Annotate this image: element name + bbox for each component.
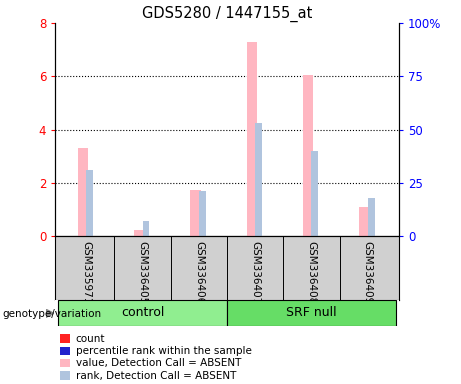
Text: rank, Detection Call = ABSENT: rank, Detection Call = ABSENT bbox=[76, 371, 236, 381]
Bar bbox=[78, 148, 88, 236]
Text: value, Detection Call = ABSENT: value, Detection Call = ABSENT bbox=[76, 358, 241, 368]
Bar bbox=[247, 42, 257, 236]
Text: percentile rank within the sample: percentile rank within the sample bbox=[76, 346, 252, 356]
Bar bbox=[58, 300, 227, 326]
Bar bbox=[368, 198, 374, 236]
Polygon shape bbox=[46, 309, 54, 318]
Title: GDS5280 / 1447155_at: GDS5280 / 1447155_at bbox=[142, 5, 312, 22]
Bar bbox=[86, 170, 93, 236]
Bar bbox=[312, 151, 318, 236]
Bar bbox=[227, 300, 396, 326]
Bar bbox=[142, 222, 149, 236]
Text: GSM336408: GSM336408 bbox=[307, 241, 317, 305]
Bar bbox=[303, 75, 313, 236]
Text: control: control bbox=[121, 306, 164, 319]
Bar bbox=[255, 123, 262, 236]
Bar bbox=[360, 207, 369, 236]
Text: GSM335971: GSM335971 bbox=[81, 241, 91, 305]
Text: genotype/variation: genotype/variation bbox=[2, 309, 101, 319]
Text: count: count bbox=[76, 334, 105, 344]
Bar bbox=[190, 190, 201, 236]
Text: GSM336407: GSM336407 bbox=[250, 241, 260, 305]
Bar bbox=[199, 191, 206, 236]
Bar bbox=[134, 230, 144, 236]
Text: GSM336409: GSM336409 bbox=[363, 241, 373, 305]
Text: GSM336406: GSM336406 bbox=[194, 241, 204, 305]
Text: GSM336405: GSM336405 bbox=[137, 241, 148, 305]
Text: SRF null: SRF null bbox=[286, 306, 337, 319]
